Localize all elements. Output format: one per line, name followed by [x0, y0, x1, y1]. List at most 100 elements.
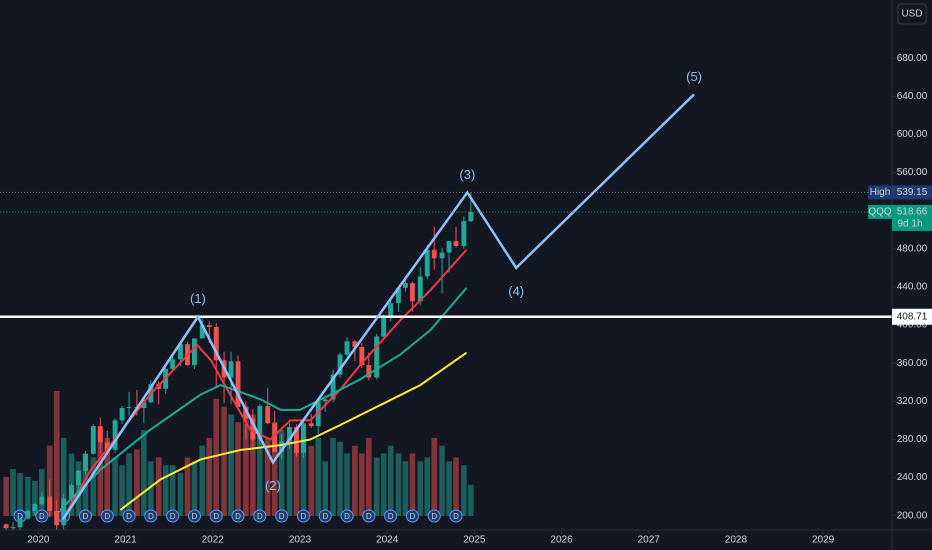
x-tick-label: 2021: [114, 535, 137, 546]
wave-label: (5): [686, 69, 702, 84]
volume-bar: [453, 457, 459, 516]
candle-body: [308, 423, 314, 427]
level-label: 408.71: [897, 311, 928, 322]
candle-body: [243, 407, 249, 419]
volume-bar: [60, 437, 67, 516]
candle-body: [17, 518, 23, 528]
candle-body: [32, 504, 38, 511]
candle-body: [344, 341, 350, 355]
event-marker-label: D: [192, 512, 198, 521]
candle-body: [257, 406, 263, 440]
price-tag: [892, 204, 932, 231]
wave-label: (2): [265, 478, 281, 493]
candle-body: [206, 325, 212, 327]
event-marker-label: D: [344, 512, 350, 521]
x-tick-label: 2026: [550, 535, 573, 546]
volume-bar: [359, 453, 365, 516]
y-tick-label: 480.00: [897, 243, 928, 254]
volume-bar: [119, 465, 125, 516]
event-marker: [449, 509, 463, 523]
event-marker: [318, 509, 332, 523]
volume-bar: [235, 422, 241, 516]
event-marker-label: D: [257, 512, 263, 521]
event-marker: [78, 509, 92, 523]
volume-bar: [141, 430, 147, 516]
candle-body: [126, 407, 132, 409]
candle-body: [90, 426, 96, 454]
candle-body: [374, 336, 380, 378]
currency-box[interactable]: [897, 3, 927, 25]
candle-body: [439, 252, 445, 259]
volume-bar: [322, 461, 329, 516]
volume-bar: [431, 437, 438, 516]
x-tick-label: 2029: [812, 535, 835, 546]
event-marker-label: D: [39, 512, 45, 521]
volume-bar: [32, 480, 38, 516]
event-marker-label: D: [366, 512, 372, 521]
candle-body: [279, 441, 285, 452]
volume-bar: [300, 437, 307, 516]
volume-bar: [278, 430, 285, 516]
candle-body: [47, 496, 53, 511]
candle-body: [170, 359, 176, 369]
y-tick-label: 440.00: [897, 282, 928, 293]
candle-body: [453, 241, 459, 246]
candle-body: [322, 399, 328, 402]
countdown: 9d 1h: [897, 219, 922, 230]
event-marker-label: D: [17, 512, 23, 521]
event-marker-label: D: [410, 512, 416, 521]
price-name-tag: [868, 204, 892, 219]
candle-body: [287, 427, 292, 442]
y-tick-label: 320.00: [897, 396, 928, 407]
volume-bar: [206, 437, 213, 516]
candle-body: [119, 407, 125, 421]
volume-bar: [134, 449, 140, 516]
axes: 200.00 240.00 280.00 320.00 360.00 400.00 440.…: [27, 53, 932, 546]
volume-bar: [264, 437, 271, 516]
event-marker: [384, 509, 398, 523]
candle-body: [69, 485, 74, 499]
candle-body: [228, 361, 234, 378]
event-marker: [253, 509, 267, 523]
price-tag: [892, 185, 932, 200]
candle-body: [300, 423, 306, 453]
volume-bar: [25, 476, 31, 516]
event-marker: [340, 509, 354, 523]
volume-bar: [257, 437, 263, 516]
price-value: 518.66: [897, 207, 928, 218]
volume-bar: [330, 437, 336, 516]
candle-body: [104, 442, 110, 450]
candle-body: [461, 221, 467, 246]
volume-bar: [402, 461, 409, 516]
candle-body: [39, 496, 45, 505]
candle-body: [213, 326, 219, 361]
volume-bar: [17, 473, 23, 516]
volume-bar: [271, 422, 278, 516]
event-marker-label: D: [453, 512, 459, 521]
event-marker-label: D: [83, 512, 89, 521]
volume-bar: [315, 437, 322, 516]
moving-average: [59, 287, 468, 511]
wave-label: (1): [190, 291, 206, 306]
volume-bar: [380, 453, 387, 516]
event-marker: [35, 509, 49, 523]
volume-bar: [243, 406, 249, 516]
x-tick-label: 2020: [27, 535, 50, 546]
candle-body: [97, 426, 103, 443]
volume-bar: [104, 437, 111, 516]
candle-body: [388, 303, 394, 317]
event-marker: [405, 509, 419, 523]
price-name: High: [870, 187, 891, 198]
candle-body: [352, 341, 358, 347]
volume-bar: [126, 453, 132, 516]
x-tick-label: 2023: [289, 535, 312, 546]
event-marker: [362, 509, 376, 523]
candle-body: [403, 283, 408, 288]
candle-body: [417, 276, 423, 302]
candle-body: [272, 423, 278, 452]
event-marker: [231, 509, 245, 523]
y-tick-label: 680.00: [897, 53, 928, 64]
candle-body: [330, 374, 336, 400]
candle-body: [3, 524, 9, 529]
volume-bar: [3, 476, 9, 516]
